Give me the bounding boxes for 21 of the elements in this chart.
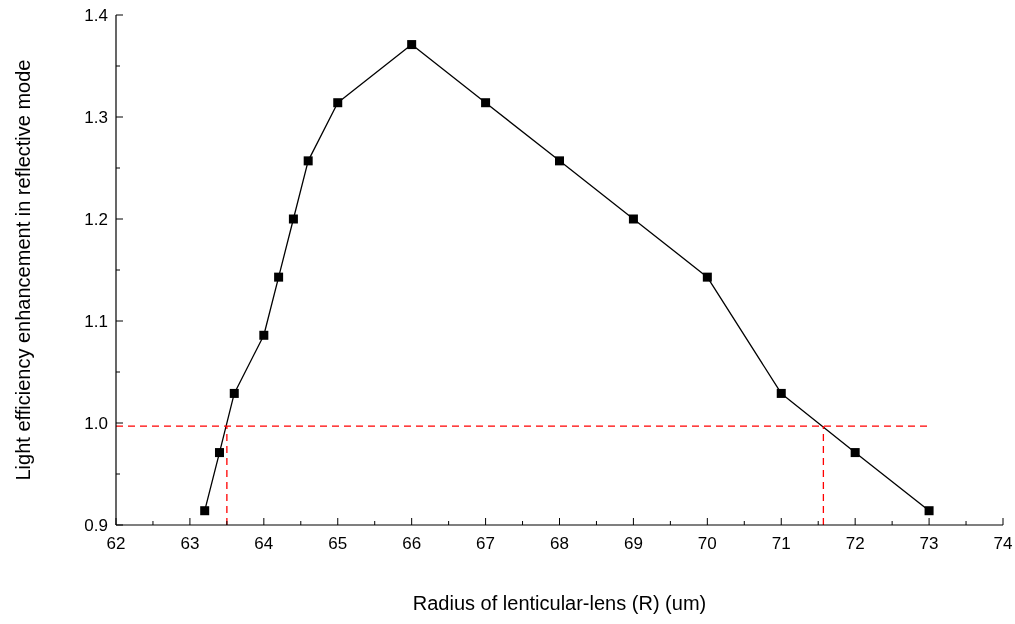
x-tick-label: 64 [254, 534, 274, 553]
y-tick-label: 1.1 [84, 312, 108, 331]
y-tick-label: 0.9 [84, 516, 108, 535]
y-tick-label: 1.0 [84, 414, 108, 433]
x-tick-label: 70 [697, 534, 717, 553]
x-tick-label: 63 [180, 534, 200, 553]
y-tick-label: 1.4 [84, 6, 108, 25]
x-tick-label: 72 [845, 534, 865, 553]
x-tick-label: 73 [919, 534, 939, 553]
y-tick-label: 1.2 [84, 210, 108, 229]
x-tick-label: 62 [106, 534, 126, 553]
y-tick-label: 1.3 [84, 108, 108, 127]
x-tick-label: 68 [550, 534, 569, 553]
x-tick-label: 66 [402, 534, 422, 553]
x-tick-label: 71 [771, 534, 791, 553]
y-axis-title: Light efficiency enhancement in reflective mode [12, 59, 34, 481]
x-tick-label: 74 [993, 534, 1013, 553]
x-tick-label: 69 [623, 534, 643, 553]
x-axis-title: Radius of lenticular-lens (R) (um) [412, 592, 707, 614]
x-tick-label: 67 [476, 534, 496, 553]
x-tick-label: 65 [328, 534, 348, 553]
